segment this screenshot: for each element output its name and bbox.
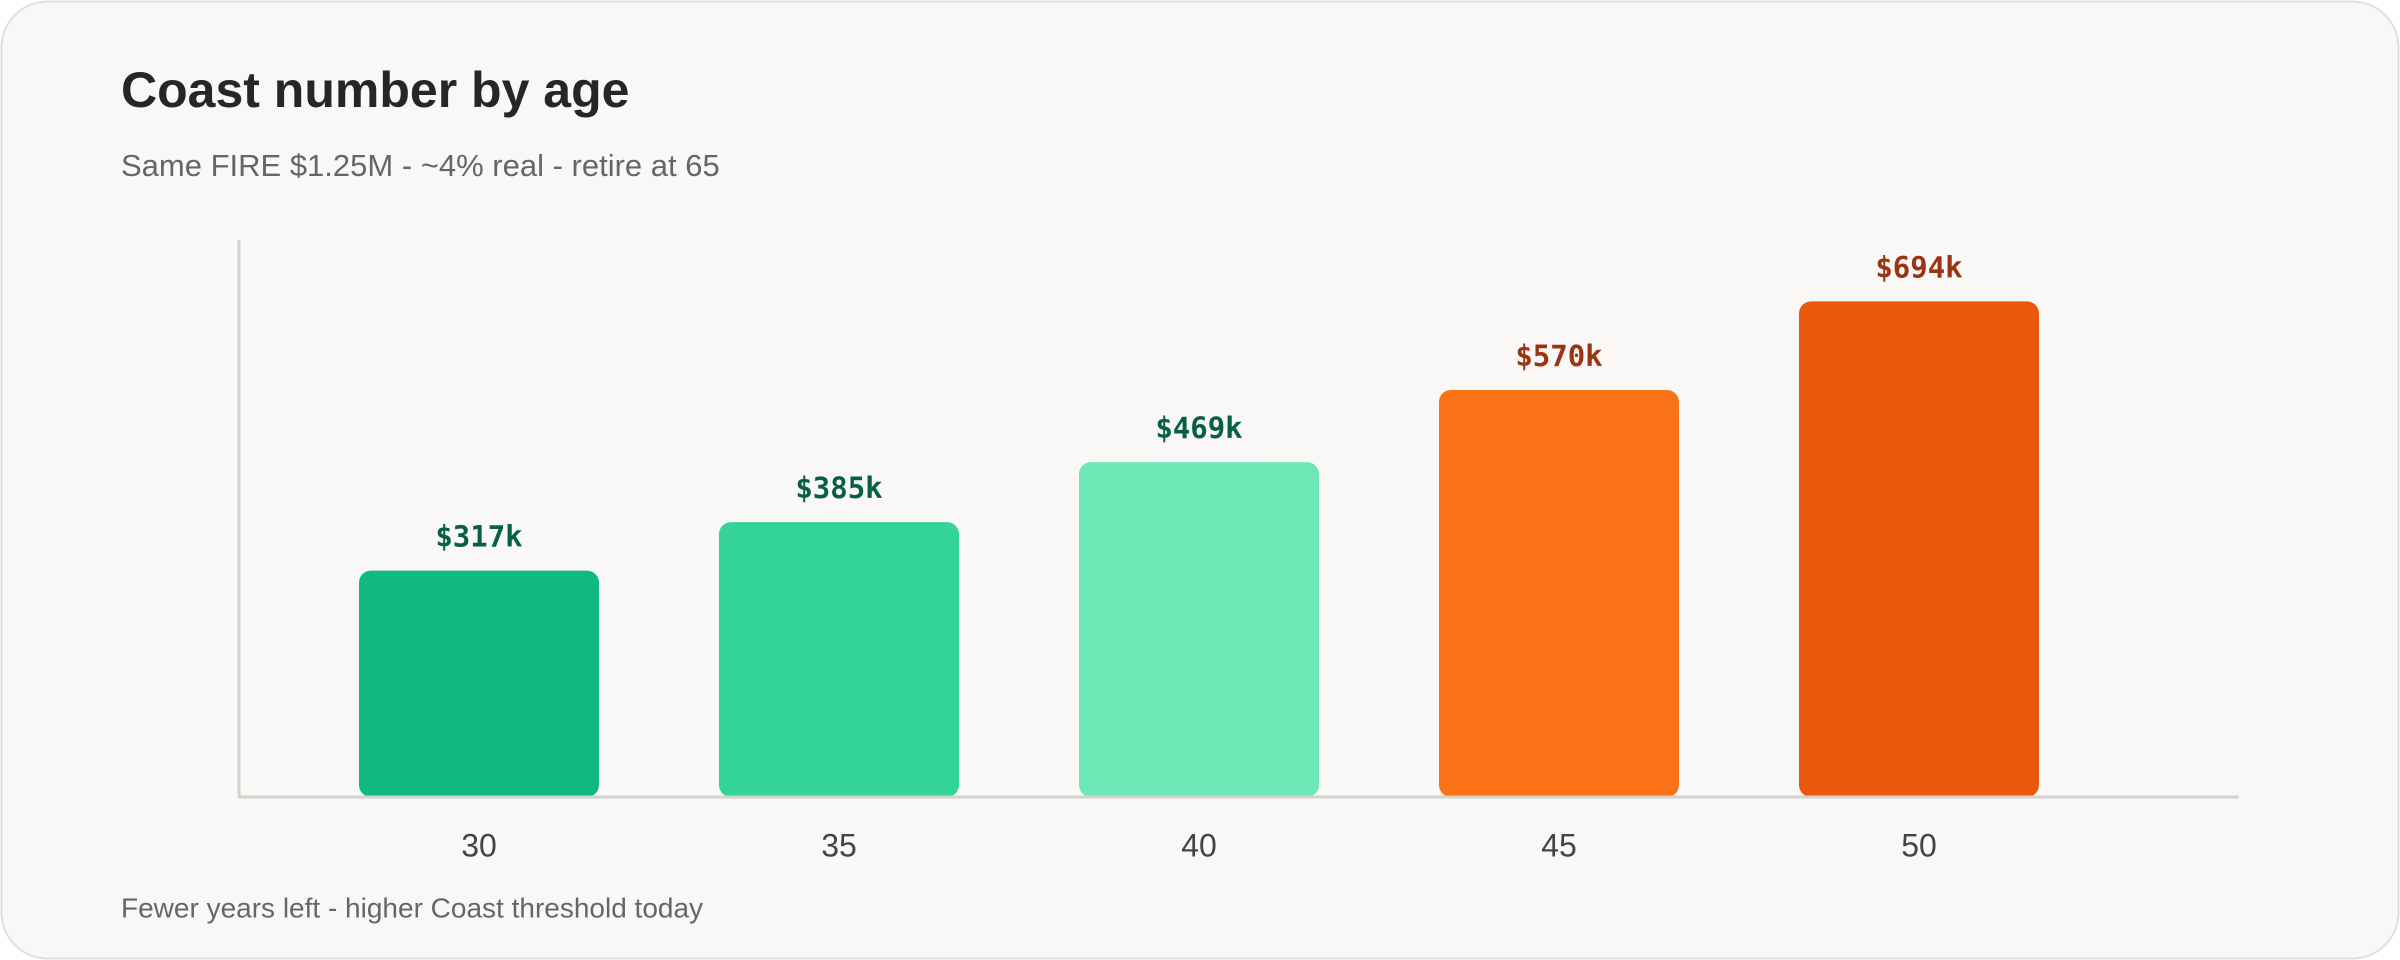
bar	[1079, 462, 1319, 797]
bar	[719, 522, 959, 797]
value-label: $469k	[1155, 411, 1242, 445]
plot-area: $317k 30 $385k 35 $469k 40 $570k 45 $694k 50	[237, 240, 2239, 863]
bar	[359, 570, 599, 797]
value-label: $694k	[1875, 250, 1962, 284]
bar	[1439, 389, 1679, 797]
bar	[1799, 301, 2039, 797]
value-label: $317k	[435, 520, 522, 554]
chart-title: Coast number by age	[121, 62, 629, 118]
x-tick-label: 40	[1181, 827, 1217, 863]
chart-subtitle: Same FIRE $1.25M - ~4% real - retire at …	[121, 148, 720, 183]
value-label: $570k	[1515, 339, 1602, 373]
x-tick-label: 35	[821, 827, 857, 863]
x-tick-label: 50	[1901, 827, 1937, 863]
value-label: $385k	[795, 471, 882, 505]
x-tick-label: 30	[461, 827, 497, 863]
x-tick-label: 45	[1541, 827, 1577, 863]
chart-note: Fewer years left - higher Coast threshol…	[121, 892, 703, 923]
